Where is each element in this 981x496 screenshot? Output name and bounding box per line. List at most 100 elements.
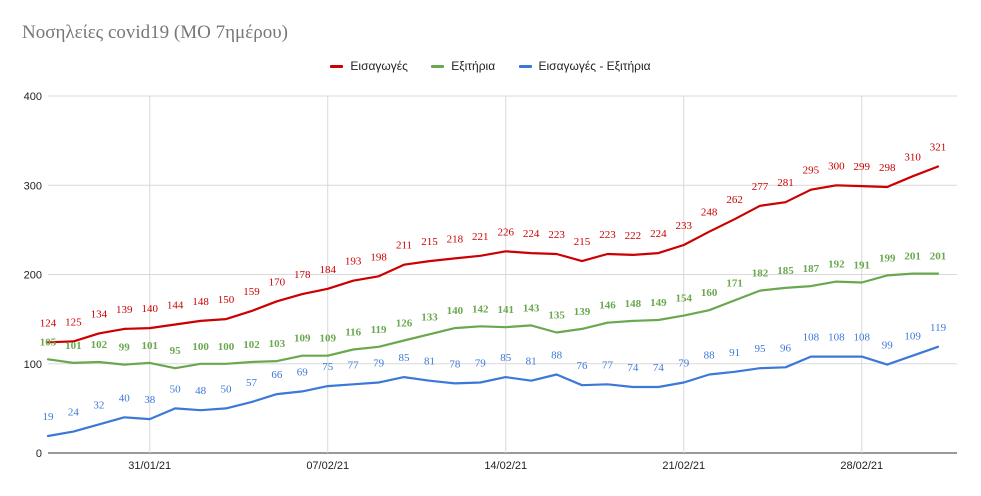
data-label: 187 [803, 263, 820, 275]
data-label: 75 [322, 361, 334, 373]
series-line-net[interactable] [46, 345, 940, 438]
data-label: 310 [904, 151, 921, 163]
legend-item-discharges[interactable]: Εξιτήρια [431, 59, 495, 73]
data-label: 105 [40, 336, 57, 348]
data-label: 126 [396, 318, 413, 330]
data-label: 88 [551, 349, 563, 361]
data-label: 85 [500, 352, 512, 364]
data-label: 81 [526, 356, 537, 368]
data-label: 135 [548, 310, 565, 322]
data-label: 295 [803, 165, 820, 177]
data-label: 134 [91, 308, 108, 320]
data-label: 224 [523, 228, 540, 240]
data-label: 277 [752, 181, 769, 193]
data-label: 248 [701, 207, 718, 219]
data-label: 185 [777, 265, 794, 277]
data-label: 103 [269, 338, 286, 350]
data-label: 78 [449, 358, 461, 370]
data-label: 77 [602, 359, 614, 371]
data-label: 79 [373, 357, 385, 369]
data-label: 223 [599, 229, 616, 241]
data-label: 154 [676, 293, 693, 305]
data-label: 32 [93, 399, 104, 411]
data-label: 143 [523, 302, 540, 314]
data-label: 171 [726, 277, 743, 289]
data-label: 66 [271, 369, 283, 381]
x-tick-label: 14/02/21 [484, 460, 527, 472]
data-label: 79 [475, 357, 487, 369]
data-label: 148 [625, 298, 642, 310]
data-label: 50 [170, 383, 182, 395]
data-label: 224 [650, 228, 667, 240]
data-label: 211 [396, 240, 412, 252]
data-label: 199 [879, 252, 896, 264]
data-label: 150 [218, 294, 235, 306]
data-label: 100 [218, 341, 235, 353]
y-tick-label: 100 [24, 359, 42, 371]
legend-item-net[interactable]: Εισαγωγές - Εξιτήρια [518, 59, 651, 73]
legend-label-discharges: Εξιτήρια [451, 59, 496, 73]
series-line-discharges[interactable] [46, 272, 940, 370]
data-label: 201 [930, 251, 947, 263]
data-label: 19 [43, 411, 55, 423]
data-label: 218 [447, 233, 464, 245]
data-label: 149 [650, 297, 667, 309]
data-label: 108 [854, 332, 871, 344]
data-label: 88 [704, 349, 716, 361]
legend-swatch-net [518, 65, 532, 69]
data-label: 109 [319, 333, 336, 345]
data-label: 215 [421, 236, 438, 248]
data-label: 57 [246, 377, 258, 389]
data-label: 109 [294, 333, 311, 345]
data-label: 99 [882, 340, 894, 352]
data-label: 182 [752, 268, 769, 280]
data-label: 170 [269, 276, 286, 288]
y-tick-label: 300 [24, 180, 42, 192]
data-label: 91 [729, 347, 740, 359]
data-label: 24 [68, 407, 80, 419]
data-label: 141 [497, 304, 514, 316]
data-label: 102 [243, 339, 260, 351]
chart-legend: Εισαγωγές Εξιτήρια Εισαγωγές - Εξιτήρια [0, 59, 981, 73]
data-label: 100 [192, 341, 209, 353]
legend-swatch-admissions [330, 65, 344, 69]
data-label: 193 [345, 256, 362, 268]
data-label: 139 [116, 304, 133, 316]
data-label: 300 [828, 160, 845, 172]
data-label: 116 [345, 326, 361, 338]
data-label: 146 [599, 300, 616, 312]
x-tick-label: 21/02/21 [662, 460, 705, 472]
data-label: 191 [854, 260, 871, 272]
data-label: 81 [424, 356, 435, 368]
data-label: 159 [243, 286, 260, 298]
data-label: 184 [319, 264, 336, 276]
series-line-admissions[interactable] [46, 165, 940, 344]
data-label: 133 [421, 311, 438, 323]
data-label: 139 [574, 306, 591, 318]
data-label: 77 [348, 359, 360, 371]
x-tick-label: 07/02/21 [306, 460, 349, 472]
y-tick-label: 200 [24, 270, 42, 282]
data-label: 119 [930, 322, 947, 334]
legend-swatch-discharges [431, 65, 445, 69]
data-label: 160 [701, 287, 718, 299]
data-label: 321 [930, 142, 947, 154]
data-label: 148 [192, 296, 209, 308]
data-label: 95 [755, 343, 767, 355]
data-label: 102 [91, 339, 108, 351]
data-label: 298 [879, 162, 896, 174]
legend-label-admissions: Εισαγωγές [350, 59, 408, 73]
data-label: 124 [40, 317, 57, 329]
data-label: 299 [854, 161, 871, 173]
data-label: 223 [548, 229, 565, 241]
data-label: 140 [141, 303, 158, 315]
data-label: 192 [828, 259, 845, 271]
data-label: 125 [65, 316, 82, 328]
legend-label-net: Εισαγωγές - Εξιτήρια [538, 59, 651, 73]
data-label: 142 [472, 303, 489, 315]
data-label: 108 [803, 332, 820, 344]
data-label: 178 [294, 269, 311, 281]
data-label: 96 [780, 342, 792, 354]
legend-item-admissions[interactable]: Εισαγωγές [330, 59, 408, 73]
